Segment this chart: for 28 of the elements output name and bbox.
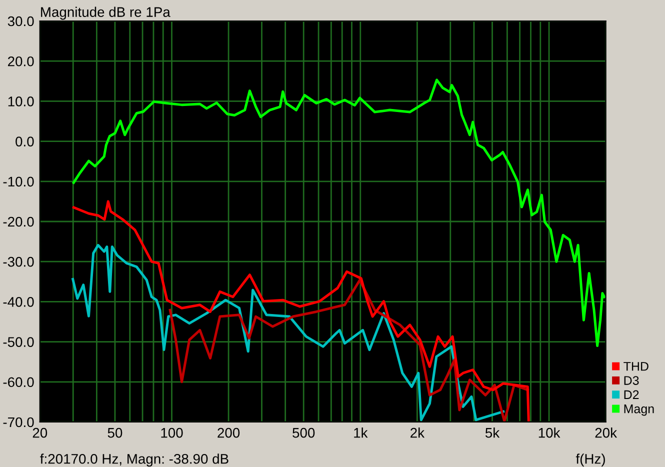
x-tick-label: 20k	[595, 428, 618, 438]
y-tick-label: 30.0	[8, 16, 34, 26]
x-axis-title: f(Hz)	[576, 454, 605, 467]
y-tick-label: 20.0	[8, 56, 34, 66]
x-tick-label: 20	[32, 428, 48, 438]
x-tick-label: 200	[218, 428, 240, 438]
y-tick-label: -40.0	[3, 297, 34, 307]
legend-label: Magn	[624, 404, 654, 416]
x-tick-label: 100	[161, 428, 183, 438]
legend-label: D2	[624, 390, 639, 399]
text: f:20170.0 Hz, Magn: -38.90 dB	[40, 454, 228, 467]
x-tick-label: 10k	[538, 428, 560, 438]
x-tick-label: 2k	[410, 428, 425, 438]
x-tick-label: 50	[108, 428, 122, 438]
legend-label: THD	[624, 362, 648, 371]
y-tick-label: 0.0	[16, 136, 34, 146]
x-tick-label: 1k	[354, 428, 368, 438]
y-tick-label: -50.0	[3, 337, 34, 347]
y-tick-label: 10.0	[8, 96, 34, 106]
x-tick-label: 5k	[485, 428, 500, 438]
y-tick-label: -30.0	[3, 256, 34, 267]
y-tick-label: -60.0	[3, 377, 34, 388]
y-tick-label: -70.0	[3, 417, 34, 428]
chart-title: Magnitude dB re 1Pa	[41, 6, 170, 20]
y-tick-label: -20.0	[3, 216, 34, 227]
y-tick-label: -10.0	[3, 176, 34, 187]
legend-label: D3	[624, 376, 639, 385]
x-tick-label: 500	[292, 428, 315, 438]
